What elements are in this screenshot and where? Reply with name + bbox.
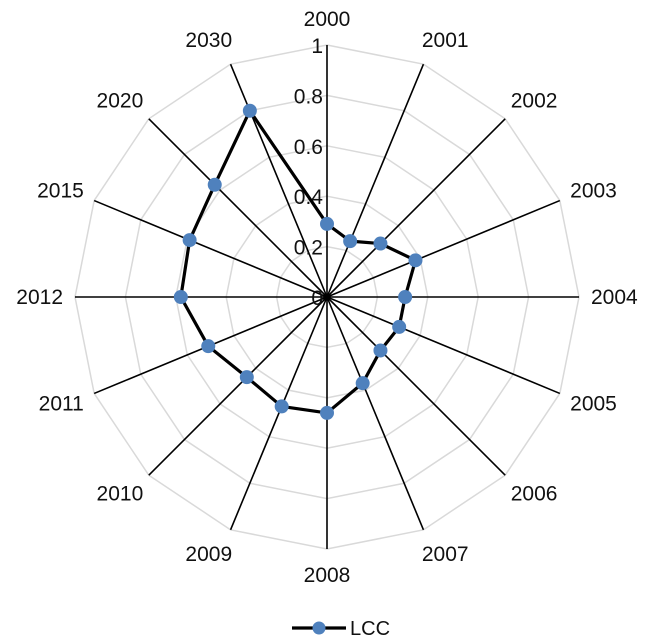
category-label-2012: 2012 xyxy=(16,286,63,309)
data-point-2011 xyxy=(201,339,216,354)
category-label-2015: 2015 xyxy=(37,180,84,203)
tick-label-0: 0 xyxy=(311,287,323,310)
tick-label-0.2: 0.2 xyxy=(294,237,323,260)
spoke-2015 xyxy=(93,199,328,298)
category-label-2007: 2007 xyxy=(422,543,469,566)
legend-marker-icon xyxy=(312,621,326,635)
data-point-2007 xyxy=(355,376,370,391)
legend-label-lcc: LCC xyxy=(350,618,390,638)
category-label-2008: 2008 xyxy=(304,564,351,587)
data-point-2015 xyxy=(182,233,197,248)
data-point-2000 xyxy=(320,216,334,231)
category-label-2004: 2004 xyxy=(591,286,638,309)
category-label-2009: 2009 xyxy=(185,543,232,566)
data-point-2010 xyxy=(239,370,254,385)
spoke-2005 xyxy=(326,296,561,395)
category-label-2001: 2001 xyxy=(422,29,469,52)
spoke-2010 xyxy=(148,296,328,476)
category-label-2002: 2002 xyxy=(511,89,558,112)
category-label-2020: 2020 xyxy=(97,89,144,112)
data-point-2001 xyxy=(343,234,358,249)
category-label-2003: 2003 xyxy=(570,180,617,203)
category-label-2006: 2006 xyxy=(511,483,558,506)
tick-label-1: 1 xyxy=(311,35,323,58)
legend: LCC xyxy=(292,618,390,638)
data-point-2002 xyxy=(373,236,388,251)
spoke-2003 xyxy=(326,199,561,298)
data-point-2012 xyxy=(173,290,188,304)
category-label-2011: 2011 xyxy=(39,392,84,415)
spoke-2020 xyxy=(148,118,328,298)
data-point-2030 xyxy=(242,103,257,118)
tick-label-0.6: 0.6 xyxy=(294,136,323,159)
spoke-2002 xyxy=(326,118,506,298)
data-point-2009 xyxy=(274,399,289,414)
data-point-2006 xyxy=(373,343,388,358)
category-labels: 2000 2001 2002 2003 2004 2005 2006 2007 … xyxy=(16,8,638,587)
data-point-2020 xyxy=(207,177,222,192)
data-point-2008 xyxy=(320,405,334,420)
category-label-2000: 2000 xyxy=(304,8,351,31)
category-label-2010: 2010 xyxy=(97,483,144,506)
category-label-2005: 2005 xyxy=(570,392,617,415)
category-label-2030: 2030 xyxy=(185,29,232,52)
tick-label-0.8: 0.8 xyxy=(294,85,323,108)
spoke-2001 xyxy=(326,63,425,298)
series-markers xyxy=(173,103,423,420)
data-point-2003 xyxy=(408,253,423,268)
spoke-2009 xyxy=(229,296,328,531)
data-point-2004 xyxy=(398,290,413,304)
spoke-2030 xyxy=(229,63,328,298)
data-point-2005 xyxy=(392,319,407,334)
spokes xyxy=(75,45,579,549)
spoke-2007 xyxy=(326,296,425,531)
spoke-2006 xyxy=(326,296,506,476)
